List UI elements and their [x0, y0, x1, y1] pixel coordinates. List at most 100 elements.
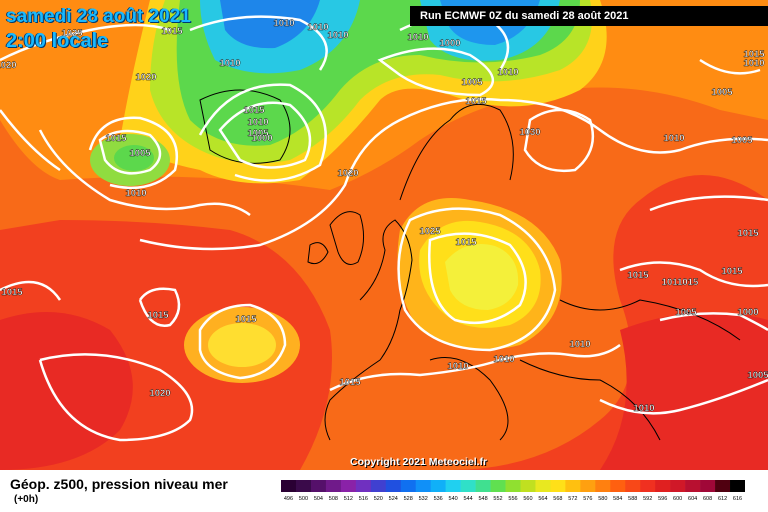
- scale-swatch: [460, 480, 476, 492]
- scale-swatch: [595, 480, 611, 492]
- scale-swatch: [520, 480, 536, 492]
- copyright-notice: Copyright 2021 Meteociel.fr: [350, 456, 488, 468]
- forecast-date: samedi 28 août 2021: [6, 6, 191, 27]
- scale-swatch: [340, 480, 357, 492]
- scale-label: 520: [374, 496, 383, 502]
- scale-swatch: [325, 480, 342, 492]
- scale-label: 584: [613, 496, 622, 502]
- scale-swatch: [685, 480, 701, 492]
- pressure-label: 1010: [447, 361, 468, 372]
- pressure-label: 1015: [147, 310, 169, 321]
- scale-label: 528: [404, 496, 413, 502]
- run-info-banner: Run ECMWF 0Z du samedi 28 août 2021: [410, 6, 768, 26]
- pressure-label: 1005: [461, 77, 483, 88]
- pressure-label: 1010: [247, 117, 268, 128]
- weather-map: 1010 1010 1010 1010 1025 1015 1020 1015 1005 1010…: [0, 0, 768, 470]
- scale-swatch: [730, 480, 745, 492]
- pressure-label: 1000: [439, 38, 460, 49]
- scale-swatch: [370, 480, 387, 492]
- pressure-label: 1010: [307, 22, 328, 33]
- pressure-label: 1010: [407, 32, 428, 43]
- pressure-label: 1015: [721, 266, 743, 277]
- pressure-label: 1010: [663, 133, 684, 144]
- scale-swatch: [310, 480, 327, 492]
- scale-swatch: [640, 480, 656, 492]
- scale-swatch: [715, 480, 731, 492]
- pressure-label: 1015: [105, 133, 127, 144]
- pressure-label: 1015: [743, 49, 765, 60]
- pressure-label: 1010: [493, 354, 514, 365]
- scale-label: 580: [598, 496, 607, 502]
- scale-label: 616: [733, 496, 742, 502]
- scale-label: 608: [703, 496, 712, 502]
- pressure-label: 1025: [419, 226, 441, 237]
- scale-label: 524: [389, 496, 398, 502]
- isobars: [0, 15, 768, 442]
- scale-label: 612: [718, 496, 727, 502]
- pressure-label: 1010: [219, 58, 240, 69]
- pressure-label: 1015: [465, 96, 487, 107]
- scale-label: 568: [553, 496, 562, 502]
- pressure-label: 1015: [627, 270, 649, 281]
- scale-swatch: [400, 480, 417, 492]
- pressure-label: 1030: [519, 127, 540, 138]
- pressure-label: 1010: [633, 403, 654, 414]
- pressure-label: 1010: [743, 58, 764, 69]
- pressure-label: 1010: [497, 67, 518, 78]
- scale-swatch: [430, 480, 446, 492]
- scale-swatch: [281, 480, 297, 492]
- pressure-label: 1015: [1, 287, 23, 298]
- pressure-label: 1015: [737, 228, 759, 239]
- pressure-label: 1020: [135, 72, 156, 83]
- scale-swatch: [580, 480, 596, 492]
- pressure-label: 1015: [161, 26, 183, 37]
- scale-swatch: [445, 480, 461, 492]
- pressure-label: 1005: [675, 307, 697, 318]
- scale-label: 532: [419, 496, 428, 502]
- pressure-label: 1011015: [662, 277, 699, 288]
- pressure-label: 1010: [273, 18, 294, 29]
- scale-swatch: [385, 480, 402, 492]
- scale-label: 556: [508, 496, 517, 502]
- scale-label: 496: [284, 496, 293, 502]
- scale-swatch: [700, 480, 716, 492]
- scale-label: 500: [299, 496, 308, 502]
- pressure-label: 1020: [337, 168, 358, 179]
- scale-label: 552: [493, 496, 502, 502]
- scale-label: 516: [359, 496, 368, 502]
- pressure-label: 1020: [0, 60, 17, 71]
- scale-label: 600: [673, 496, 682, 502]
- scale-label: 540: [449, 496, 458, 502]
- pressure-label: 1005: [747, 370, 768, 381]
- scale-swatch: [475, 480, 491, 492]
- pressure-label: 1010: [327, 30, 348, 41]
- scale-label: 512: [344, 496, 353, 502]
- pressure-label: 1005: [247, 128, 269, 139]
- pressure-label: 1020: [149, 388, 170, 399]
- pressure-label: 1010: [125, 188, 146, 199]
- scale-label: 592: [643, 496, 652, 502]
- scale-swatch: [655, 480, 671, 492]
- scale-swatch: [505, 480, 521, 492]
- pressure-label: 1015: [243, 105, 265, 116]
- pressure-label: 1005: [129, 148, 151, 159]
- legend-footer: Géop. z500, pression niveau mer (+0h) 49…: [0, 470, 768, 512]
- scale-swatch: [625, 480, 641, 492]
- color-scale: 496 500 504 508 512 516 520 524 528 532 536 540 544 5…: [281, 480, 745, 502]
- pressure-label: 1005: [731, 135, 753, 146]
- pressure-label: 1000: [737, 307, 758, 318]
- pressure-label: 1025: [61, 28, 83, 39]
- scale-swatch: [565, 480, 581, 492]
- scale-label: 536: [434, 496, 443, 502]
- scale-swatch: [550, 480, 566, 492]
- scale-swatch: [490, 480, 506, 492]
- scale-label: 596: [658, 496, 667, 502]
- pressure-label: 1005: [711, 87, 733, 98]
- scale-label: 588: [628, 496, 637, 502]
- scale-swatch: [355, 480, 372, 492]
- scale-label: 544: [464, 496, 473, 502]
- forecast-time: 2:00 locale: [6, 30, 109, 52]
- pressure-label: 1015: [339, 377, 361, 388]
- scale-swatch: [535, 480, 551, 492]
